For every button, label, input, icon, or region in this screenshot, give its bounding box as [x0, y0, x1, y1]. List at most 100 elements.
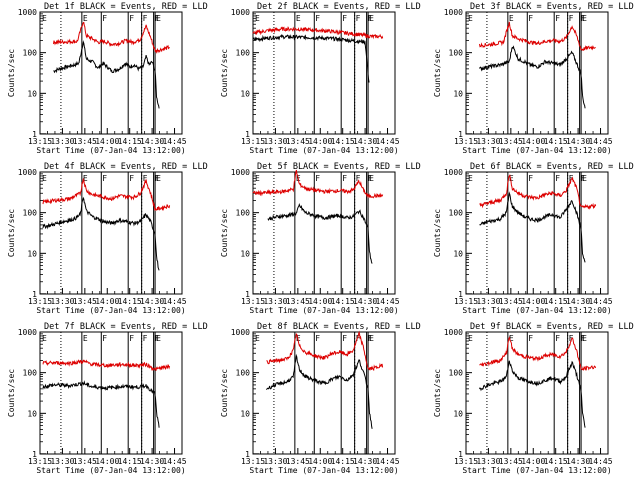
x-tick-label: 13:15: [28, 457, 52, 466]
event-marker-letter: F: [315, 334, 320, 343]
event-marker-letter: F: [342, 174, 347, 183]
y-axis-label: Counts/sec: [7, 209, 16, 257]
panel-title: Det 6f BLACK = Events, RED = LLD: [470, 162, 634, 172]
event-marker-letter: E: [509, 174, 514, 183]
event-marker-letter: F: [569, 14, 574, 23]
event-marker-letter: F: [342, 14, 347, 23]
y-tick-label: 1000: [231, 168, 250, 177]
event-marker-letter: E: [509, 14, 514, 23]
series-lld-line: [266, 330, 384, 372]
event-marker-letter: F: [368, 174, 373, 183]
panel-9: Det 9f BLACK = Events, RED = LLD 1 10 100 10…: [433, 322, 634, 475]
x-tick-label: 13:45: [73, 137, 97, 146]
event-marker-letter: E: [255, 174, 260, 183]
event-marker-letter: E: [83, 14, 88, 23]
x-tick-label: 13:30: [50, 137, 74, 146]
x-tick-label: 13:30: [263, 137, 287, 146]
x-axis-label: Start Time (07-Jan-04 13:12:00): [462, 466, 611, 475]
y-tick-label: 1: [245, 450, 250, 459]
y-tick-label: 1000: [18, 8, 37, 17]
panel-title: Det 5f BLACK = Events, RED = LLD: [257, 162, 421, 172]
event-marker-letter: E: [468, 14, 473, 23]
y-tick-label: 100: [449, 49, 464, 58]
y-tick-label: 1: [32, 450, 37, 459]
series-events-line: [252, 33, 370, 83]
panel-6: Det 6f BLACK = Events, RED = LLD 1 10 100 10…: [433, 162, 634, 315]
event-marker-letter: F: [155, 334, 160, 343]
axes-frame: [465, 11, 609, 135]
x-tick-label: 14:30: [566, 137, 590, 146]
x-tick-label: 14:00: [521, 457, 545, 466]
x-tick-label: 14:30: [140, 457, 164, 466]
series-lld-line: [479, 336, 597, 371]
y-axis-label: Counts/sec: [220, 369, 229, 417]
event-marker-letter: F: [129, 174, 134, 183]
x-axis-label: Start Time (07-Jan-04 13:12:00): [36, 466, 185, 475]
axes-frame: [252, 171, 396, 295]
y-tick-label: 1: [32, 130, 37, 139]
y-tick-label: 100: [236, 49, 251, 58]
event-marker-letter: E: [509, 334, 514, 343]
y-axis-label: Counts/sec: [220, 209, 229, 257]
event-marker-letter: F: [555, 14, 560, 23]
y-tick-label: 1000: [18, 168, 37, 177]
x-tick-label: 14:15: [544, 137, 568, 146]
x-tick-label: 13:45: [499, 457, 523, 466]
x-tick-label: 13:15: [28, 297, 52, 306]
x-tick-label: 13:45: [286, 457, 310, 466]
axes-frame: [39, 171, 183, 295]
event-marker-letter: F: [315, 174, 320, 183]
y-tick-label: 10: [27, 89, 37, 98]
series-lld-line: [42, 177, 171, 211]
x-tick-label: 13:15: [454, 137, 478, 146]
y-tick-label: 100: [236, 369, 251, 378]
x-tick-label: 13:45: [499, 297, 523, 306]
panel-8: Det 8f BLACK = Events, RED = LLD 1 10 100 10…: [220, 322, 421, 475]
x-tick-label: 14:00: [521, 137, 545, 146]
panel-4: Det 4f BLACK = Events, RED = LLD 1 10 100 10…: [7, 162, 208, 315]
y-tick-label: 1000: [231, 328, 250, 337]
event-marker-letter: E: [255, 14, 260, 23]
y-tick-label: 10: [453, 89, 463, 98]
y-tick-label: 1: [245, 130, 250, 139]
y-tick-label: 1000: [444, 168, 463, 177]
event-marker-letter: F: [555, 174, 560, 183]
series-lld-line: [252, 169, 384, 199]
panel-title: Det 2f BLACK = Events, RED = LLD: [257, 2, 421, 12]
event-marker-letter: F: [368, 334, 373, 343]
y-tick-label: 10: [453, 249, 463, 258]
event-marker-letter: F: [155, 174, 160, 183]
x-tick-label: 14:15: [118, 457, 142, 466]
event-marker-letter: F: [528, 174, 533, 183]
event-marker-letter: F: [143, 334, 148, 343]
x-tick-label: 13:15: [241, 457, 265, 466]
y-axis-label: Counts/sec: [433, 49, 442, 97]
series-lld-line: [252, 26, 384, 40]
x-tick-label: 13:15: [241, 137, 265, 146]
y-axis-label: Counts/sec: [433, 209, 442, 257]
axes-frame: [252, 11, 396, 135]
event-marker-letter: E: [582, 334, 587, 343]
y-tick-label: 100: [23, 209, 38, 218]
event-marker-letter: E: [156, 174, 161, 183]
event-marker-letter: F: [143, 14, 148, 23]
x-tick-label: 13:30: [476, 297, 500, 306]
series-events-line: [266, 353, 373, 429]
panel-2: Det 2f BLACK = Events, RED = LLD 1 10 100 10…: [220, 2, 421, 155]
series-events-line: [42, 380, 160, 428]
x-tick-label: 13:30: [263, 297, 287, 306]
x-tick-label: 13:45: [286, 297, 310, 306]
y-tick-label: 100: [23, 369, 38, 378]
x-tick-label: 14:45: [162, 137, 186, 146]
y-tick-label: 100: [23, 49, 38, 58]
axes-frame: [39, 331, 183, 455]
y-tick-label: 1: [32, 290, 37, 299]
y-axis-label: Counts/sec: [7, 369, 16, 417]
event-marker-letter: F: [315, 14, 320, 23]
event-marker-letter: F: [356, 174, 361, 183]
x-tick-label: 14:00: [308, 137, 332, 146]
y-tick-label: 1000: [18, 328, 37, 337]
x-tick-label: 14:45: [588, 137, 612, 146]
event-marker-letter: F: [528, 334, 533, 343]
